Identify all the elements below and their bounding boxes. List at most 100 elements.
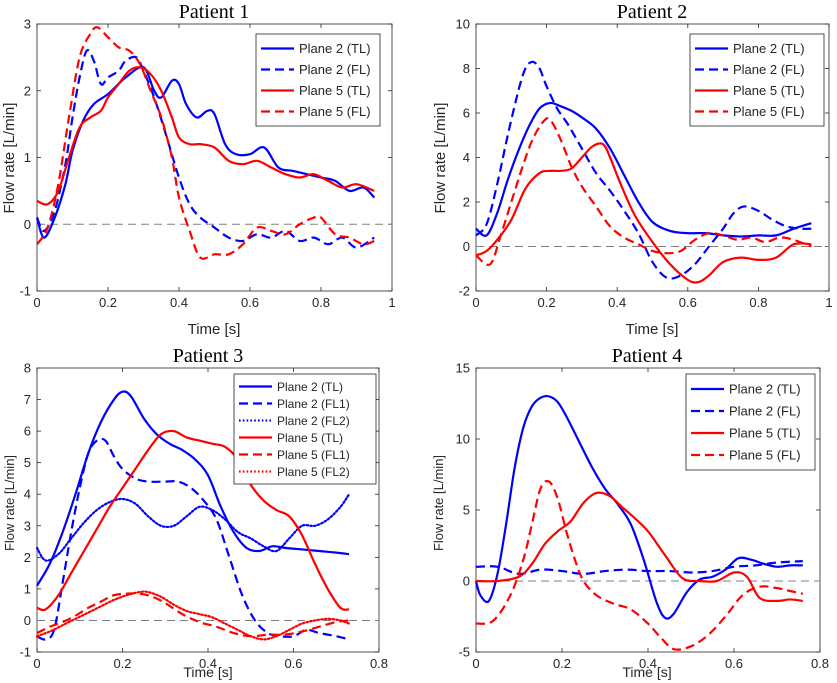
x-axis-label: Time [s] [626,321,679,338]
legend-entry: Plane 5 (FL) [299,104,371,119]
chart-patient-4: Patient 4 Time [s] Flow rate [L/min] 0 0.… [431,345,829,680]
y-axis-label: Flow rate [L/min] [2,455,17,551]
legend: Plane 2 (TL) Plane 2 (FL) Plane 5 (TL) Plan… [255,33,381,127]
x-tick-label: 0.6 [284,656,302,671]
legend-entry: Plane 2 (TL) [729,382,801,397]
y-tick-label: 7 [24,392,31,407]
legend-entry: Plane 2 (FL1) [277,397,350,411]
x-tick-label: 0.2 [553,656,571,671]
y-tick-label: 0 [24,613,31,628]
series-line [36,66,375,206]
x-tick-label: 0.6 [725,656,743,671]
x-tick-label: 0.4 [170,295,188,310]
y-tick-label: -2 [458,284,470,299]
y-tick-label: 0 [463,239,470,254]
y-tick-label: -1 [19,284,31,299]
chart-title: Patient 3 [173,345,244,367]
y-tick-label: 0 [463,574,470,589]
y-tick-label: 10 [456,17,470,32]
series-line [475,101,812,238]
x-tick-label: 0.2 [538,295,556,310]
y-tick-label: 4 [24,487,31,502]
chart-title: Patient 1 [179,1,250,23]
legend-entry: Plane 5 (FL) [729,448,801,463]
x-tick-label: 0.2 [113,656,131,671]
y-tick-label: 8 [24,361,31,376]
y-tick-label: -5 [458,645,470,660]
y-tick-label: 6 [463,106,470,121]
legend-entry: Plane 2 (FL2) [277,414,350,428]
x-tick-label: 0 [33,656,40,671]
legend-entry: Plane 2 (TL) [733,41,805,56]
x-tick-label: 0.4 [608,295,626,310]
y-tick-label: 4 [463,150,470,165]
chart-patient-3: Patient 3 Time [s] Flow rate [L/min] 0 0.… [2,345,388,680]
chart-patient-2: Patient 2 Time [s] Flow rate [L/min] 0 0.… [432,1,833,338]
legend-entry: Plane 5 (TL) [733,83,805,98]
legend: Plane 2 (TL) Plane 2 (FL1) Plane 2 (FL2) Pl… [233,373,377,485]
series-line [475,560,803,576]
x-tick-label: 1 [388,295,395,310]
series-line [475,479,804,651]
x-tick-label: 0 [472,295,479,310]
chart-title: Patient 2 [617,1,688,23]
y-tick-label: 10 [456,432,470,447]
series-line [36,437,350,641]
x-tick-label: 1 [825,295,832,310]
y-tick-label: 3 [24,518,31,533]
legend-entry: Plane 2 (FL) [299,62,371,77]
chart-title: Patient 4 [612,345,683,367]
x-tick-label: 0.6 [679,295,697,310]
x-tick-label: 0 [33,295,40,310]
legend-entry: Plane 5 (TL) [729,426,801,441]
legend-entry: Plane 5 (TL) [299,83,371,98]
y-tick-label: 3 [24,17,31,32]
legend-entry: Plane 5 (TL) [277,431,343,445]
series-line [36,429,350,612]
y-tick-label: 0 [24,217,31,232]
series-line [475,491,803,603]
y-axis-label: Flow rate [L/min] [432,103,449,214]
legend-entry: Plane 2 (FL) [729,404,801,419]
y-axis-label: Flow rate [L/min] [431,455,446,551]
x-axis-label: Time [s] [183,664,232,680]
y-tick-label: 2 [24,550,31,565]
series-line [475,117,812,267]
y-tick-label: 5 [463,503,470,518]
chart-patient-1: Patient 1 Time [s] Flow rate [L/min] 0 0.… [1,1,396,338]
series-line [475,60,812,280]
series-line [36,592,350,638]
x-tick-label: 0.2 [99,295,117,310]
legend-entry: Plane 5 (FL) [733,104,805,119]
y-axis-label: Flow rate [L/min] [1,103,18,214]
x-axis-label: Time [s] [622,664,671,680]
legend-entry: Plane 5 (FL2) [277,465,350,479]
y-tick-label: 1 [24,581,31,596]
y-tick-label: 6 [24,424,31,439]
legend: Plane 2 (TL) Plane 2 (FL) Plane 5 (TL) Plan… [685,373,816,471]
x-tick-label: 0.8 [749,295,767,310]
x-tick-label: 0.4 [199,656,217,671]
x-tick-label: 0.6 [241,295,259,310]
y-tick-label: 1 [24,150,31,165]
y-tick-label: 2 [24,83,31,98]
legend: Plane 2 (TL) Plane 2 (FL) Plane 5 (TL) Plan… [689,33,825,127]
y-tick-label: -1 [19,645,31,660]
x-tick-label: 0.8 [811,656,829,671]
legend-entry: Plane 2 (TL) [277,380,343,394]
series-line [35,493,351,562]
series-line [35,590,351,641]
legend-box [233,373,377,485]
series-line [475,142,812,284]
y-tick-label: 15 [456,361,470,376]
legend-entry: Plane 5 (FL1) [277,448,350,462]
y-tick-label: 8 [463,61,470,76]
y-tick-label: 5 [24,455,31,470]
x-tick-label: 0 [472,656,479,671]
y-tick-label: 2 [463,195,470,210]
x-tick-label: 0.4 [639,656,657,671]
legend-entry: Plane 2 (FL) [733,62,805,77]
series-line [36,26,375,260]
x-tick-label: 0.8 [370,656,388,671]
